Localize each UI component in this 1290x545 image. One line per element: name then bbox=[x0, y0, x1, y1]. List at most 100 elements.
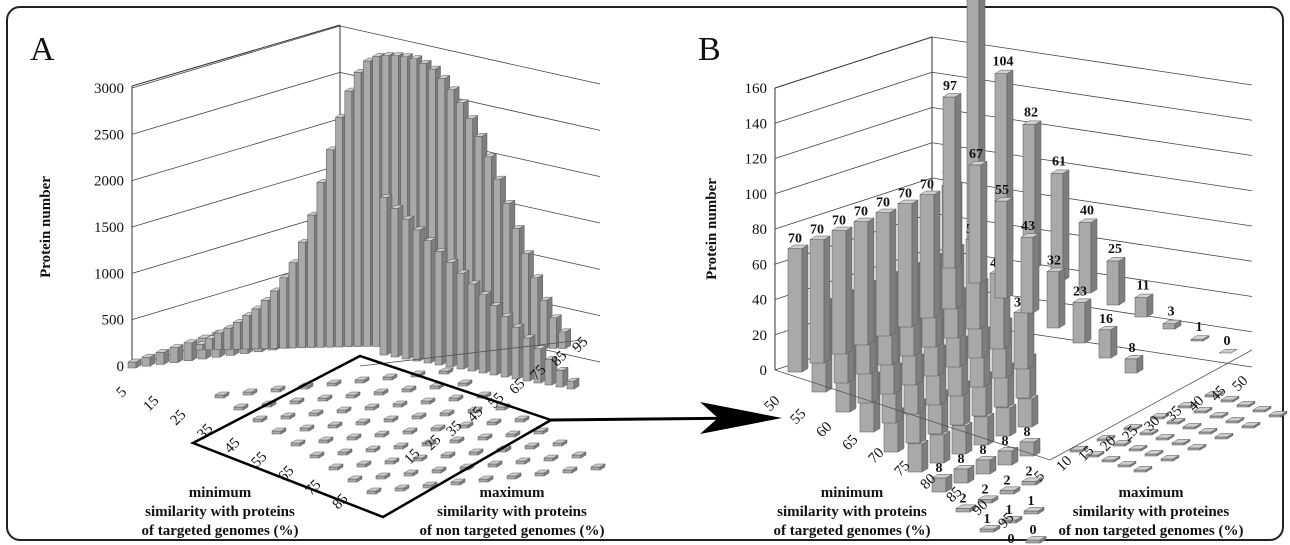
bar bbox=[1020, 233, 1040, 314]
bar-top bbox=[506, 472, 522, 477]
bar bbox=[1001, 515, 1023, 524]
bar-top bbox=[543, 454, 559, 459]
bar bbox=[487, 460, 503, 468]
bar-front bbox=[372, 56, 380, 347]
bar-value-label: 2 bbox=[982, 482, 989, 497]
bar-front bbox=[505, 433, 516, 438]
bar-front bbox=[127, 361, 137, 369]
bar-front bbox=[290, 442, 301, 447]
bar-top bbox=[431, 466, 447, 471]
bar-side bbox=[921, 439, 929, 473]
bar-top bbox=[383, 415, 399, 420]
bar bbox=[977, 495, 999, 504]
bar-top bbox=[511, 225, 526, 229]
bar-top bbox=[1182, 423, 1202, 428]
bar bbox=[1190, 335, 1210, 342]
bar-top bbox=[252, 415, 268, 420]
bar-front bbox=[994, 200, 1008, 299]
bar-top bbox=[456, 269, 470, 274]
bar-front bbox=[337, 451, 348, 456]
bar-side bbox=[980, 160, 988, 284]
bar bbox=[375, 472, 391, 480]
gridline bbox=[131, 210, 341, 274]
bar-front bbox=[1171, 442, 1185, 446]
bar bbox=[1225, 416, 1245, 424]
bar-front bbox=[1106, 260, 1120, 306]
bar-front bbox=[288, 262, 297, 349]
bar-side bbox=[933, 190, 941, 319]
bar-top bbox=[1098, 325, 1118, 331]
bar bbox=[1241, 421, 1261, 429]
bar-top bbox=[1021, 477, 1043, 482]
bar bbox=[1204, 390, 1224, 398]
bar bbox=[1160, 454, 1180, 462]
bar bbox=[897, 199, 919, 328]
bar-front bbox=[533, 430, 544, 435]
bar bbox=[355, 418, 371, 426]
bar-value-label: 104 bbox=[993, 55, 1014, 70]
bar bbox=[1098, 325, 1118, 359]
bar bbox=[393, 442, 409, 450]
bar bbox=[327, 421, 343, 429]
bar-front bbox=[524, 445, 535, 450]
bar bbox=[242, 388, 258, 396]
bar bbox=[1144, 449, 1164, 457]
bar-value-label: 3 bbox=[1168, 305, 1175, 320]
bar bbox=[1220, 395, 1240, 403]
bar-top bbox=[450, 478, 466, 483]
bar-front bbox=[448, 397, 459, 402]
bar-front bbox=[366, 490, 377, 495]
bar-front bbox=[438, 370, 449, 375]
bar bbox=[1198, 427, 1218, 435]
bar-top bbox=[455, 99, 470, 104]
bar-front bbox=[1160, 458, 1174, 462]
z-tick-label: 0 bbox=[117, 359, 125, 375]
bar-value-label: 70 bbox=[876, 196, 890, 211]
bar-value-label: 8 bbox=[958, 452, 965, 467]
bar-front bbox=[1225, 420, 1239, 424]
bar-top bbox=[953, 465, 975, 470]
bar-front bbox=[1268, 414, 1282, 418]
bar-top bbox=[366, 487, 382, 492]
bar-front bbox=[831, 230, 847, 355]
bar-front bbox=[364, 406, 375, 411]
z-tick-label: 20 bbox=[752, 328, 767, 344]
bar-value-label: 70 bbox=[832, 214, 846, 229]
floor-edge bbox=[774, 369, 1051, 461]
bar bbox=[478, 475, 494, 483]
bar-side bbox=[845, 226, 853, 355]
bar-front bbox=[242, 391, 253, 396]
bar bbox=[1021, 477, 1043, 486]
bar-front bbox=[390, 208, 399, 358]
bar-top bbox=[458, 421, 474, 426]
bar-front bbox=[183, 342, 193, 362]
x-tick-label: 55 bbox=[249, 449, 271, 471]
bar-top bbox=[1204, 391, 1224, 396]
bar-top bbox=[1117, 461, 1137, 466]
bar bbox=[1025, 535, 1047, 544]
bar-front bbox=[232, 322, 241, 350]
bar-top bbox=[347, 475, 363, 480]
bar-front bbox=[1190, 338, 1204, 342]
bar-top bbox=[1019, 438, 1041, 443]
bar bbox=[953, 464, 975, 484]
bar-top bbox=[169, 344, 184, 348]
bar-front bbox=[420, 400, 431, 405]
bar-front bbox=[566, 380, 575, 390]
bar-front bbox=[809, 239, 825, 364]
bar-top bbox=[1236, 401, 1256, 406]
bar-top bbox=[381, 52, 395, 56]
bar-top bbox=[1001, 516, 1023, 521]
bar-front bbox=[539, 299, 548, 349]
bar-front bbox=[336, 409, 347, 414]
z-tick-label: 2500 bbox=[94, 127, 124, 143]
zoom-overlay bbox=[189, 354, 782, 519]
bar-front bbox=[280, 415, 291, 420]
bar-value-label: 8 bbox=[1129, 341, 1136, 356]
bar bbox=[347, 475, 363, 483]
bar-side bbox=[965, 421, 973, 455]
bar-top bbox=[127, 358, 142, 363]
bar-top bbox=[555, 367, 569, 371]
gridline bbox=[774, 107, 933, 159]
